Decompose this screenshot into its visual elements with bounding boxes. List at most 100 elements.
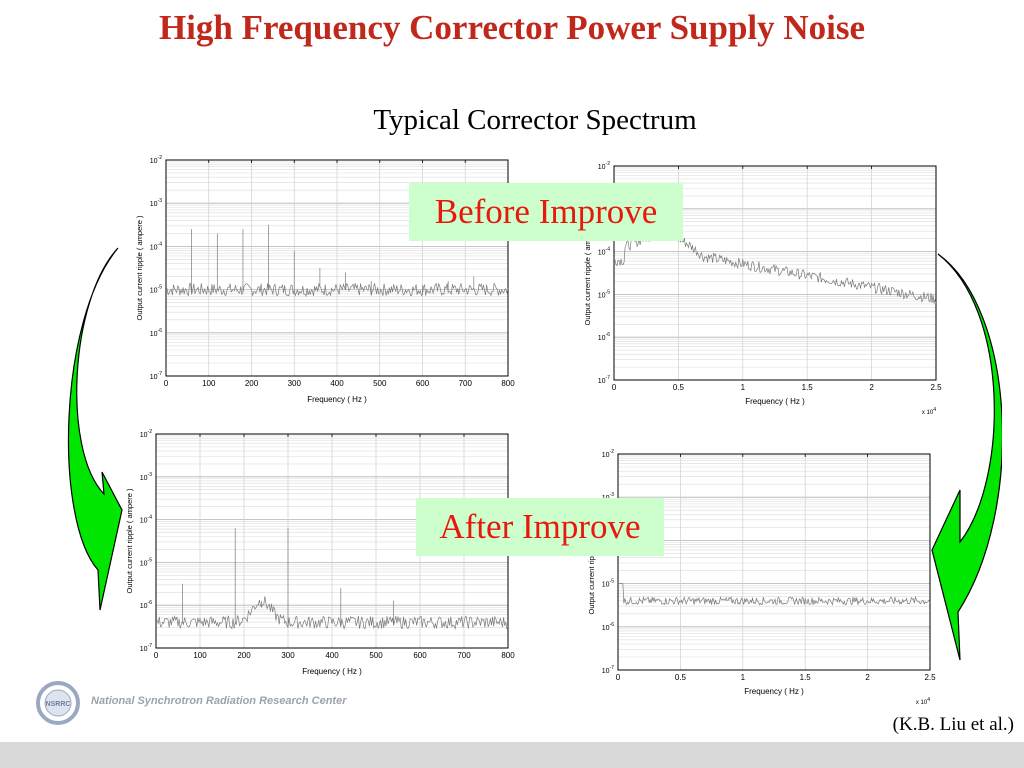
x-tick-label: 0.5 bbox=[675, 673, 687, 682]
spectrum-trace bbox=[165, 224, 509, 298]
y-tick-label: 10-4 bbox=[598, 247, 610, 257]
y-tick-exponent: -2 bbox=[606, 161, 611, 167]
plot-frame bbox=[165, 159, 509, 377]
x-tick-label: 2.5 bbox=[924, 673, 936, 682]
y-tick-exponent: -3 bbox=[610, 492, 615, 498]
x-axis-label: Frequency ( Hz ) bbox=[302, 667, 362, 676]
x-tick-label: 0.5 bbox=[673, 383, 685, 392]
y-tick-exponent: -6 bbox=[158, 328, 163, 334]
before-improve-label: Before Improve bbox=[409, 183, 683, 241]
x-tick-label: 400 bbox=[325, 651, 339, 660]
x-axis-label: Frequency ( Hz ) bbox=[744, 687, 804, 696]
y-tick-label: 10-6 bbox=[140, 600, 152, 610]
x-tick-label: 1 bbox=[741, 673, 746, 682]
x-tick-label: 300 bbox=[288, 379, 302, 388]
x-tick-label: 600 bbox=[413, 651, 427, 660]
y-axis-label: Output current ripple ( ampere ) bbox=[583, 220, 592, 326]
slide-subtitle: Typical Corrector Spectrum bbox=[373, 104, 697, 136]
x-tick-label: 300 bbox=[281, 651, 295, 660]
y-axis-label: Output current ripple ( ampere ) bbox=[587, 509, 596, 615]
x-tick-label: 100 bbox=[202, 379, 216, 388]
y-tick-label: 10-4 bbox=[140, 515, 152, 525]
x-tick-label: 700 bbox=[459, 379, 473, 388]
slide-title: High Frequency Corrector Power Supply No… bbox=[158, 8, 866, 47]
y-tick-exponent: -2 bbox=[148, 429, 153, 435]
after-improve-label: After Improve bbox=[416, 498, 664, 556]
y-tick-exponent: -7 bbox=[158, 371, 163, 377]
chart-svg: 10-7 10-6 10-5 10-4 10-3 10-2 0 100 200 300 400 500… bbox=[135, 155, 515, 404]
y-tick-label: 10-3 bbox=[140, 472, 152, 482]
y-tick-exponent: -5 bbox=[148, 557, 153, 563]
y-tick-label: 10-6 bbox=[598, 332, 610, 342]
y-axis-label: Output current ripple ( ampere ) bbox=[125, 488, 134, 594]
y-tick-exponent: -4 bbox=[606, 247, 611, 253]
chart-bottom-right: 10-710-610-510-410-310-200.511.522.5Freq… bbox=[570, 446, 942, 708]
y-tick-exponent: -3 bbox=[158, 198, 163, 204]
y-tick-label: 10-7 bbox=[140, 643, 152, 653]
x-axis-label: Frequency ( Hz ) bbox=[307, 395, 367, 404]
y-tick-exponent: -6 bbox=[148, 600, 153, 606]
y-tick-label: 10-6 bbox=[602, 622, 614, 632]
y-tick-exponent: -3 bbox=[148, 472, 153, 478]
y-tick-label: 10-2 bbox=[140, 429, 152, 439]
x-tick-label: 1.5 bbox=[800, 673, 812, 682]
x-tick-label: 800 bbox=[501, 651, 515, 660]
x-tick-label: 0 bbox=[154, 651, 159, 660]
x-tick-label: 800 bbox=[501, 379, 515, 388]
spectrum-trace bbox=[155, 528, 509, 630]
y-tick-label: 10-5 bbox=[602, 579, 614, 589]
nsrrc-badge-icon: NSRRC bbox=[36, 681, 80, 725]
chart-bottom-left: 10-7 10-6 10-5 10-4 10-3 10-2 0 100 200 300 400 500… bbox=[108, 426, 520, 682]
y-tick-label: 10-6 bbox=[150, 328, 162, 338]
credit-text: (K.B. Liu et al.) bbox=[892, 714, 1014, 735]
x-tick-label: 2.5 bbox=[930, 383, 942, 392]
x-multiplier-label: x 104 bbox=[916, 697, 930, 706]
x-tick-label: 600 bbox=[416, 379, 430, 388]
y-tick-label: 10-2 bbox=[602, 449, 614, 459]
y-tick-exponent: -6 bbox=[606, 332, 611, 338]
x-tick-label: 0 bbox=[616, 673, 621, 682]
x-tick-label: 200 bbox=[245, 379, 259, 388]
y-tick-label: 10-3 bbox=[150, 198, 162, 208]
spectrum-trace bbox=[618, 583, 931, 606]
x-tick-label: 700 bbox=[457, 651, 471, 660]
y-tick-label: 10-2 bbox=[150, 155, 162, 165]
y-tick-exponent: -6 bbox=[610, 622, 615, 628]
y-tick-label: 10-3 bbox=[602, 492, 614, 502]
left-curved-arrow-icon bbox=[67, 247, 123, 611]
y-tick-exponent: -5 bbox=[610, 579, 615, 585]
chart-svg: 10-710-610-510-410-310-200.511.522.5Freq… bbox=[587, 449, 936, 706]
y-axis-label: Output current ripple ( ampere ) bbox=[135, 215, 144, 321]
x-tick-label: 0 bbox=[612, 383, 617, 392]
x-tick-label: 100 bbox=[193, 651, 207, 660]
y-tick-label: 10-4 bbox=[150, 241, 162, 251]
x-tick-label: 2 bbox=[869, 383, 874, 392]
right-curved-arrow-icon bbox=[931, 253, 1002, 661]
y-tick-exponent: -4 bbox=[158, 241, 163, 247]
y-tick-exponent: -7 bbox=[148, 643, 153, 649]
x-tick-label: 2 bbox=[865, 673, 870, 682]
x-tick-label: 1 bbox=[741, 383, 746, 392]
y-tick-exponent: -4 bbox=[148, 515, 153, 521]
x-tick-label: 400 bbox=[330, 379, 344, 388]
nsrrc-logo: NSRRC National Synchrotron Radiation Res… bbox=[34, 680, 347, 726]
chart-svg: 10-710-610-510-410-310-200.511.522.5Freq… bbox=[583, 161, 942, 416]
chart-svg: 10-7 10-6 10-5 10-4 10-3 10-2 0 100 200 300 400 500… bbox=[125, 429, 515, 676]
x-tick-label: 0 bbox=[164, 379, 169, 388]
y-tick-label: 10-7 bbox=[150, 371, 162, 381]
y-tick-label: 10-5 bbox=[598, 289, 610, 299]
plot-frame bbox=[617, 453, 931, 671]
y-tick-exponent: -2 bbox=[158, 155, 163, 161]
footer-bar bbox=[0, 742, 1024, 768]
y-tick-exponent: -7 bbox=[610, 665, 615, 671]
y-tick-exponent: -7 bbox=[606, 375, 611, 381]
y-tick-label: 10-2 bbox=[598, 161, 610, 171]
x-multiplier-exponent: 4 bbox=[933, 407, 936, 413]
plot-frame bbox=[613, 165, 937, 381]
y-tick-label: 10-7 bbox=[602, 665, 614, 675]
x-multiplier-exponent: 4 bbox=[927, 697, 930, 703]
logo-badge-text: NSRRC bbox=[46, 701, 71, 708]
y-tick-exponent: -2 bbox=[610, 449, 615, 455]
y-tick-exponent: -5 bbox=[158, 285, 163, 291]
logo-text: National Synchrotron Radiation Research … bbox=[91, 695, 347, 707]
